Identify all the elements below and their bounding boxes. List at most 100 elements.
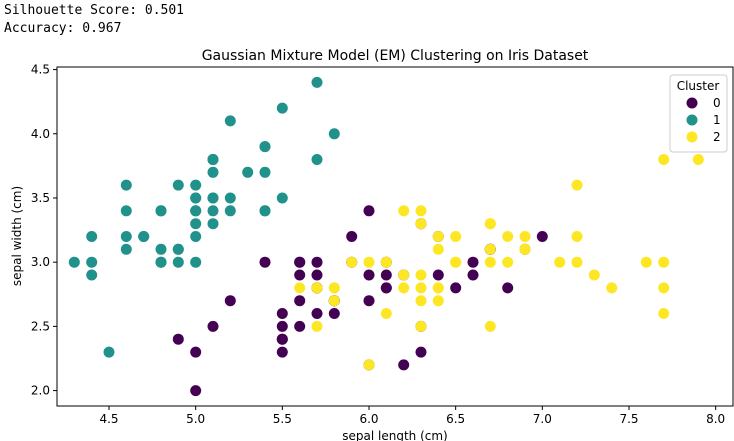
point-cluster-2 xyxy=(311,320,323,332)
point-cluster-0 xyxy=(190,346,202,358)
point-cluster-1 xyxy=(190,256,202,268)
point-cluster-2 xyxy=(519,243,531,255)
point-cluster-1 xyxy=(68,256,80,268)
point-cluster-1 xyxy=(276,192,288,204)
point-cluster-0 xyxy=(363,295,375,307)
point-cluster-2 xyxy=(484,218,496,230)
point-cluster-1 xyxy=(86,269,98,281)
x-tick-label: 6.5 xyxy=(446,412,465,426)
point-cluster-1 xyxy=(103,346,115,358)
point-cluster-0 xyxy=(467,269,479,281)
point-cluster-0 xyxy=(311,256,323,268)
silhouette-score-text: Silhouette Score: 0.501 xyxy=(4,3,185,18)
point-cluster-2 xyxy=(502,256,514,268)
point-cluster-2 xyxy=(328,295,340,307)
point-cluster-0 xyxy=(432,269,444,281)
point-cluster-1 xyxy=(224,115,236,127)
points-layer xyxy=(68,76,704,397)
point-cluster-0 xyxy=(224,295,236,307)
point-cluster-2 xyxy=(415,205,427,217)
legend-marker-cluster-2 xyxy=(686,131,698,143)
y-tick-label: 2.5 xyxy=(31,319,50,333)
x-tick-label: 6.0 xyxy=(359,412,378,426)
point-cluster-2 xyxy=(484,320,496,332)
point-cluster-0 xyxy=(536,231,548,242)
point-cluster-2 xyxy=(398,205,410,217)
point-cluster-2 xyxy=(415,218,427,230)
point-cluster-1 xyxy=(259,141,271,153)
point-cluster-2 xyxy=(432,231,444,242)
point-cluster-2 xyxy=(363,359,375,371)
point-cluster-1 xyxy=(311,76,323,88)
point-cluster-2 xyxy=(640,256,652,268)
point-cluster-2 xyxy=(398,282,410,294)
point-cluster-0 xyxy=(346,231,358,242)
chart-title: Gaussian Mixture Model (EM) Clustering o… xyxy=(202,48,589,64)
point-cluster-2 xyxy=(658,256,670,268)
point-cluster-1 xyxy=(155,256,167,268)
point-cluster-1 xyxy=(86,231,98,242)
point-cluster-1 xyxy=(190,205,202,217)
point-cluster-0 xyxy=(450,282,462,294)
point-cluster-0 xyxy=(363,205,375,217)
point-cluster-0 xyxy=(207,320,219,332)
point-cluster-0 xyxy=(276,320,288,332)
point-cluster-2 xyxy=(415,295,427,307)
point-cluster-2 xyxy=(328,282,340,294)
point-cluster-0 xyxy=(415,346,427,358)
point-cluster-0 xyxy=(398,359,410,371)
point-cluster-0 xyxy=(294,269,306,281)
point-cluster-1 xyxy=(224,192,236,204)
point-cluster-1 xyxy=(242,166,254,178)
point-cluster-0 xyxy=(190,385,202,397)
x-tick-label: 5.5 xyxy=(273,412,292,426)
point-cluster-0 xyxy=(311,269,323,281)
point-cluster-0 xyxy=(172,333,184,345)
point-cluster-1 xyxy=(207,218,219,230)
plot-frame xyxy=(56,66,734,407)
point-cluster-2 xyxy=(692,154,704,165)
point-cluster-2 xyxy=(484,243,496,255)
point-cluster-0 xyxy=(276,308,288,319)
point-cluster-1 xyxy=(311,154,323,165)
y-tick-label: 3.0 xyxy=(31,255,50,269)
point-cluster-2 xyxy=(658,308,670,319)
point-cluster-0 xyxy=(467,256,479,268)
point-cluster-2 xyxy=(294,282,306,294)
y-tick-label: 4.0 xyxy=(31,127,50,141)
point-cluster-1 xyxy=(207,192,219,204)
point-cluster-0 xyxy=(294,295,306,307)
point-cluster-0 xyxy=(363,269,375,281)
point-cluster-2 xyxy=(311,282,323,294)
y-tick-label: 3.5 xyxy=(31,191,50,205)
point-cluster-2 xyxy=(363,256,375,268)
point-cluster-0 xyxy=(380,282,392,294)
x-tick-label: 8.0 xyxy=(706,412,725,426)
legend-label-cluster-1: 1 xyxy=(713,113,721,127)
point-cluster-1 xyxy=(120,231,132,242)
point-cluster-2 xyxy=(432,243,444,255)
legend-frame xyxy=(669,74,728,153)
point-cluster-1 xyxy=(328,128,340,140)
point-cluster-2 xyxy=(380,256,392,268)
point-cluster-1 xyxy=(172,256,184,268)
point-cluster-0 xyxy=(259,256,271,268)
point-cluster-1 xyxy=(190,179,202,191)
point-cluster-0 xyxy=(502,282,514,294)
point-cluster-0 xyxy=(380,269,392,281)
point-cluster-1 xyxy=(207,166,219,178)
x-tick-label: 7.5 xyxy=(619,412,638,426)
point-cluster-2 xyxy=(415,320,427,332)
point-cluster-1 xyxy=(172,243,184,255)
point-cluster-0 xyxy=(311,308,323,319)
point-cluster-0 xyxy=(276,346,288,358)
point-cluster-2 xyxy=(450,256,462,268)
point-cluster-2 xyxy=(432,282,444,294)
x-tick-label: 7.0 xyxy=(533,412,552,426)
point-cluster-1 xyxy=(224,205,236,217)
point-cluster-2 xyxy=(380,308,392,319)
point-cluster-2 xyxy=(554,256,566,268)
point-cluster-0 xyxy=(328,308,340,319)
y-tick-label: 4.5 xyxy=(31,63,50,77)
point-cluster-1 xyxy=(207,205,219,217)
